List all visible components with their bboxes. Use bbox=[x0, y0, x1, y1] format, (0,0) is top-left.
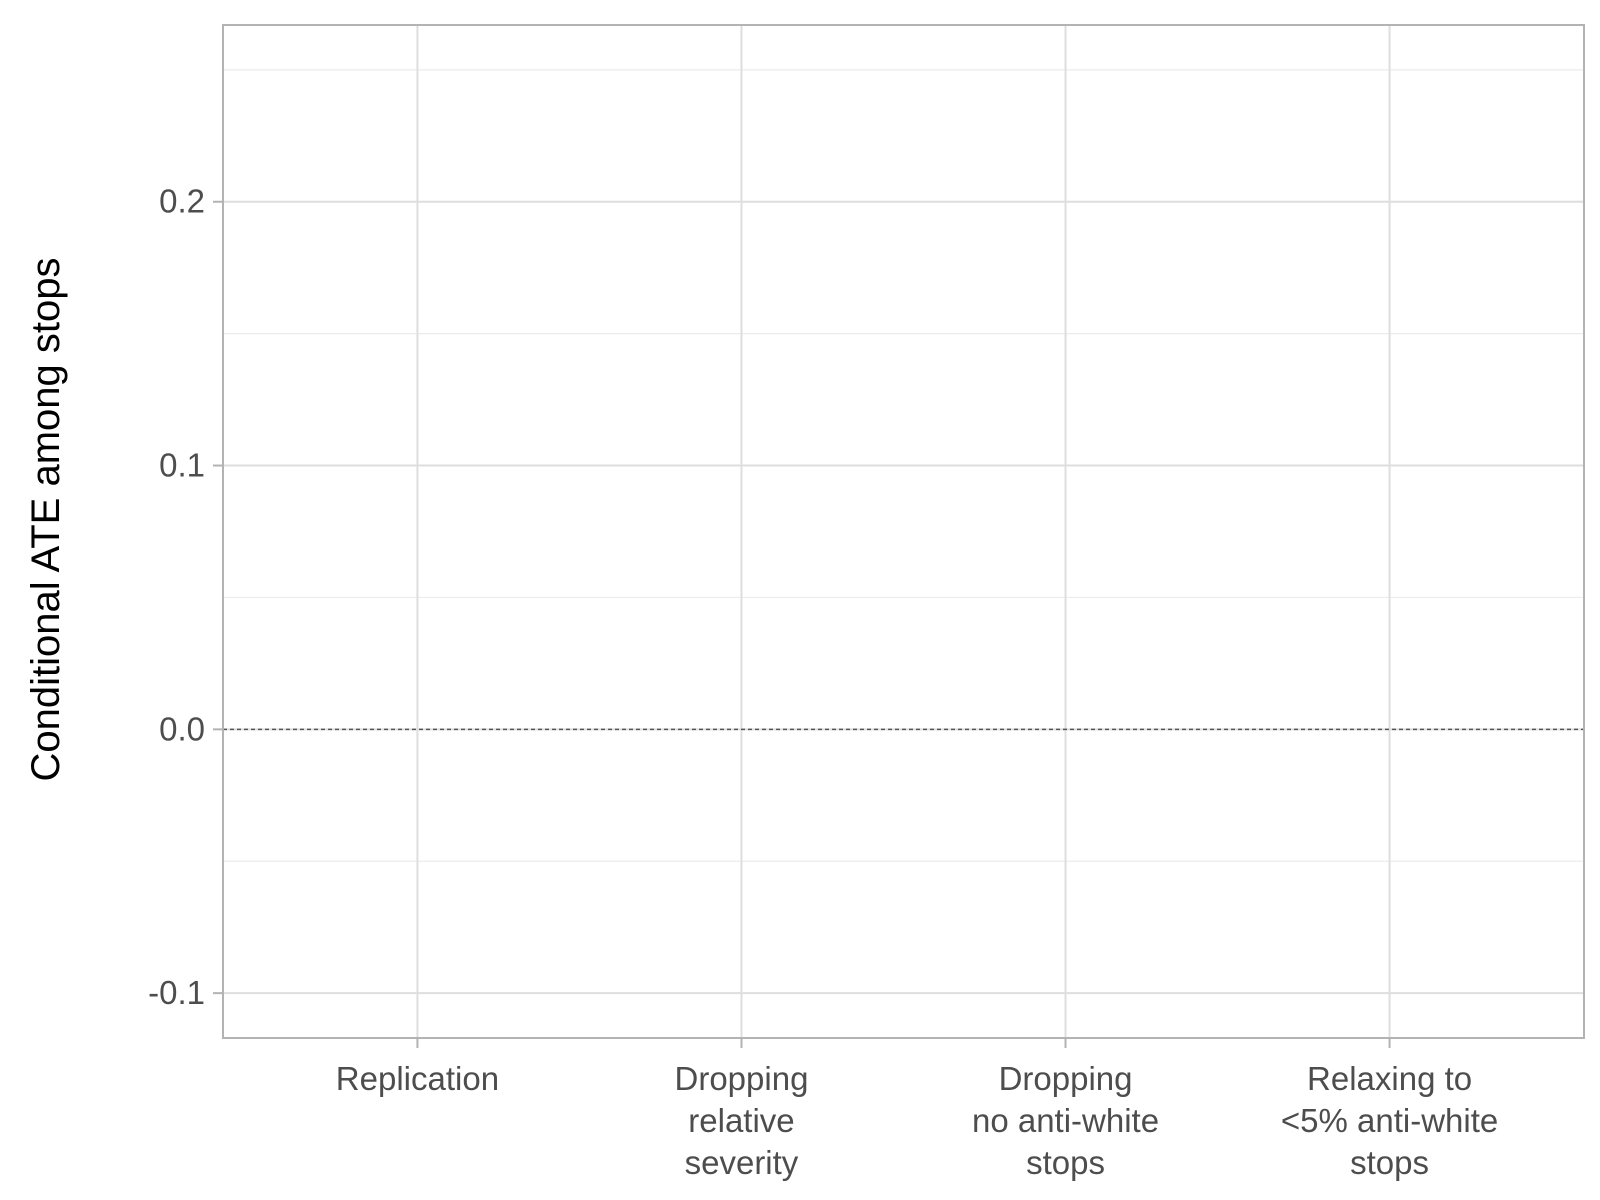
x-tick-label: Replication bbox=[336, 1060, 499, 1097]
x-tick-label-line: stops bbox=[1026, 1144, 1105, 1181]
x-tick-label-line: severity bbox=[685, 1144, 799, 1181]
x-tick-label: Dropping no anti-white stops bbox=[972, 1060, 1159, 1181]
y-tick-label: -0.1 bbox=[148, 974, 205, 1011]
y-axis: -0.1 0.0 0.1 0.2 bbox=[148, 183, 223, 1011]
y-tick-label: 0.1 bbox=[159, 447, 205, 484]
plot-panel bbox=[222, 24, 1585, 1039]
x-tick-label-line: Dropping bbox=[675, 1060, 809, 1097]
x-tick-label-line: Replication bbox=[336, 1060, 499, 1097]
y-tick-label: 0.2 bbox=[159, 183, 205, 220]
x-tick-label: Dropping relative severity bbox=[675, 1060, 809, 1181]
x-tick-label-line: stops bbox=[1350, 1144, 1429, 1181]
y-tick-label: 0.0 bbox=[159, 710, 205, 747]
major-gridlines bbox=[223, 25, 1584, 1038]
x-tick-label-line: relative bbox=[688, 1102, 794, 1139]
minor-gridlines bbox=[223, 69, 1584, 862]
y-axis-title: Conditional ATE among stops bbox=[24, 257, 68, 781]
x-tick-label: Relaxing to <5% anti-white stops bbox=[1281, 1060, 1498, 1181]
x-tick-label-line: no anti-white bbox=[972, 1102, 1159, 1139]
x-tick-label-line: <5% anti-white bbox=[1281, 1102, 1498, 1139]
x-axis: Replication Dropping relative severityDropp… bbox=[336, 1038, 1498, 1181]
x-tick-label-line: Dropping bbox=[999, 1060, 1133, 1097]
x-tick-label-line: Relaxing to bbox=[1307, 1060, 1472, 1097]
